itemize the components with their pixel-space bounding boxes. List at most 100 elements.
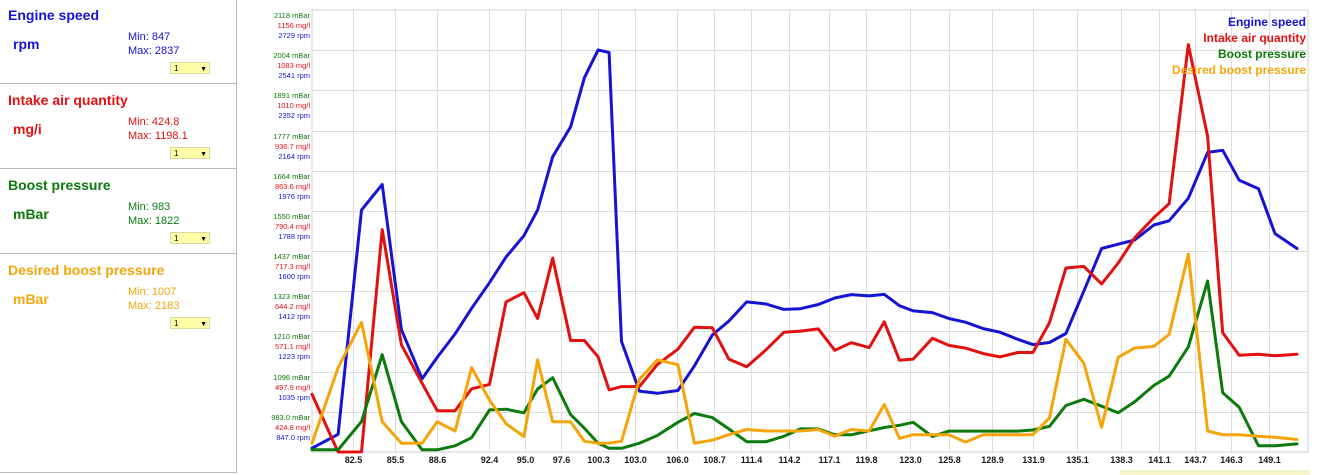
y-tick-label: 1210 mBar xyxy=(273,332,310,341)
y-tick-label: 983.0 mBar xyxy=(271,413,310,422)
y-tick-label: 2118 mBar xyxy=(274,11,311,20)
y-tick-label: 1600 rpm xyxy=(278,272,310,281)
y-tick-label: 1096 mBar xyxy=(273,373,310,382)
y-tick-label: 571.1 mg/l xyxy=(275,342,310,351)
panel-title: Intake air quantity xyxy=(8,92,128,108)
y-tick-label: 1323 mBar xyxy=(273,292,310,301)
scale-select-value: 1 xyxy=(174,319,179,328)
x-tick-label: 125.8 xyxy=(938,455,961,465)
x-tick-label: 108.7 xyxy=(703,455,726,465)
x-tick-label: 149.1 xyxy=(1258,455,1281,465)
y-tick-label: 717.3 mg/l xyxy=(275,262,310,271)
panel-title: Boost pressure xyxy=(8,177,111,193)
y-tick-label: 1412 rpm xyxy=(278,312,310,321)
x-tick-label: 117.1 xyxy=(818,455,840,465)
x-tick-label: 131.9 xyxy=(1022,455,1045,465)
series-lines xyxy=(310,43,1299,454)
plot-frame xyxy=(311,9,1309,453)
y-tick-label: 644.2 mg/l xyxy=(275,302,310,311)
y-tick-label: 424.8 mg/l xyxy=(275,423,310,432)
x-tick-label: 100.3 xyxy=(587,455,610,465)
series-line-intake-air-quantity xyxy=(310,43,1299,454)
x-tick-label: 141.1 xyxy=(1148,455,1171,465)
y-tick-label: 1010 mg/l xyxy=(277,101,310,110)
panel-min: Min: 983 xyxy=(128,201,171,213)
x-tick-label: 82.5 xyxy=(345,455,363,465)
chart-legend: Engine speed Intake air quantity Boost pre… xyxy=(1172,15,1306,77)
panel-min: Min: 1007 xyxy=(128,286,177,298)
y-tick-label: 1976 rpm xyxy=(278,192,310,201)
y-tick-label: 2352 rpm xyxy=(278,111,310,120)
dropdown-arrow-icon[interactable]: ▼ xyxy=(200,66,207,73)
y-tick-label: 2541 rpm xyxy=(278,71,310,80)
x-tick-label: 135.1 xyxy=(1066,455,1089,465)
x-tick-label: 119.8 xyxy=(855,455,877,465)
legend-entry: Intake air quantity xyxy=(1203,31,1306,45)
scale-select-value: 1 xyxy=(174,149,179,158)
y-tick-label: 1156 mg/l xyxy=(278,21,311,30)
y-tick-label: 1777 mBar xyxy=(273,132,310,141)
x-tick-label: 128.9 xyxy=(981,455,1004,465)
legend-entry: Engine speed xyxy=(1228,15,1306,29)
sensor-sidebar: Engine speed rpm Min: 847 Max: 2837 1 ▼ I… xyxy=(0,0,237,473)
panel-title: Engine speed xyxy=(8,7,100,23)
dropdown-arrow-icon[interactable]: ▼ xyxy=(200,151,207,158)
y-tick-label: 847.0 rpm xyxy=(276,433,310,442)
scroll-strip[interactable] xyxy=(1120,470,1310,475)
x-tick-label: 97.6 xyxy=(553,455,571,465)
scale-select[interactable]: 1 ▼ xyxy=(170,232,210,244)
dropdown-arrow-icon[interactable]: ▼ xyxy=(200,236,207,243)
panel-max: Max: 1198.1 xyxy=(128,130,188,142)
y-tick-label: 2164 rpm xyxy=(278,152,310,161)
panel-engine-speed: Engine speed rpm Min: 847 Max: 2837 1 ▼ xyxy=(0,0,236,84)
x-tick-label: 85.5 xyxy=(387,455,405,465)
panel-min: Min: 847 xyxy=(128,31,171,43)
chart-grid xyxy=(311,9,1309,453)
x-tick-label: 103.0 xyxy=(624,455,647,465)
x-tick-label: 123.0 xyxy=(899,455,922,465)
legend-entry: Desired boost pressure xyxy=(1172,63,1306,77)
panel-desired-boost-pressure: Desired boost pressure mBar Min: 1007 Ma… xyxy=(0,255,236,339)
panel-title: Desired boost pressure xyxy=(8,262,165,278)
y-tick-label: 1891 mBar xyxy=(273,91,310,100)
y-tick-label: 1437 mBar xyxy=(273,252,310,261)
series-line-desired-boost-pressure xyxy=(310,252,1299,445)
y-tick-label: 936.7 mg/l xyxy=(275,142,310,151)
panel-max: Max: 1822 xyxy=(128,215,180,227)
scale-select[interactable]: 1 ▼ xyxy=(170,317,210,329)
scale-select-value: 1 xyxy=(174,64,179,73)
y-tick-label: 1223 rpm xyxy=(278,352,310,361)
panel-unit: rpm xyxy=(13,36,40,52)
x-tick-label: 88.6 xyxy=(429,455,447,465)
x-tick-label: 146.3 xyxy=(1220,455,1243,465)
panel-max: Max: 2183 xyxy=(128,300,180,312)
x-tick-label: 114.2 xyxy=(778,455,800,465)
x-tick-label: 138.3 xyxy=(1110,455,1133,465)
x-tick-label: 106.0 xyxy=(666,455,689,465)
panel-unit: mBar xyxy=(13,291,49,307)
panel-boost-pressure: Boost pressure mBar Min: 983 Max: 1822 1… xyxy=(0,170,236,254)
x-axis-labels: 82.5 85.5 88.6 92.4 95.0 97.6 100.3 103.0 106.0 1… xyxy=(345,455,1281,465)
series-line-engine-speed xyxy=(310,48,1299,450)
y-tick-label: 497.9 mg/l xyxy=(275,383,310,392)
y-tick-label: 790.4 mg/l xyxy=(275,222,310,231)
y-tick-label: 1664 mBar xyxy=(273,172,310,181)
panel-unit: mg/i xyxy=(13,121,42,137)
y-tick-label: 2004 mBar xyxy=(273,51,310,60)
y-tick-label: 1083 mg/l xyxy=(277,61,310,70)
y-tick-label: 1788 rpm xyxy=(278,232,310,241)
y-tick-label: 2729 rpm xyxy=(278,31,310,40)
x-tick-label: 143.7 xyxy=(1184,455,1207,465)
scale-select-value: 1 xyxy=(174,234,179,243)
panel-unit: mBar xyxy=(13,206,49,222)
y-tick-label: 1550 mBar xyxy=(273,212,310,221)
x-tick-label: 92.4 xyxy=(481,455,499,465)
panel-min: Min: 424.8 xyxy=(128,116,180,128)
dropdown-arrow-icon[interactable]: ▼ xyxy=(200,321,207,328)
scale-select[interactable]: 1 ▼ xyxy=(170,62,210,74)
panel-max: Max: 2837 xyxy=(128,45,180,57)
y-tick-label: 1035 rpm xyxy=(278,393,310,402)
scale-select[interactable]: 1 ▼ xyxy=(170,147,210,159)
